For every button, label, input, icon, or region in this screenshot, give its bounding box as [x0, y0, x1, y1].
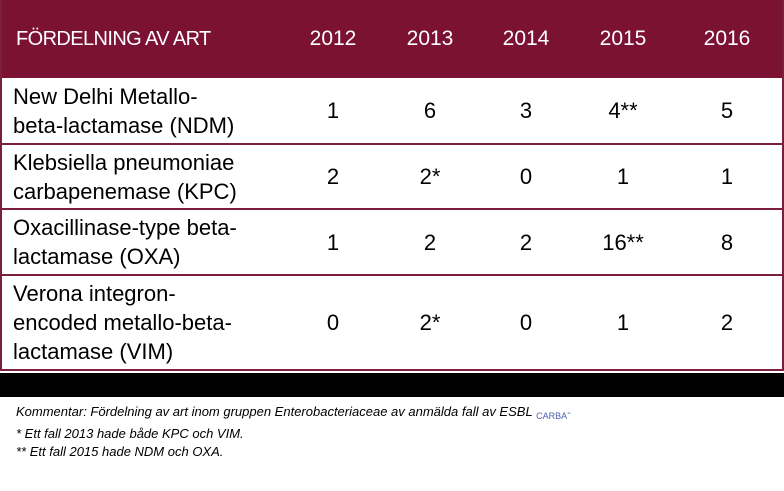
footnote-1: * Ett fall 2013 hade både KPC och VIM.: [16, 426, 244, 441]
row-label-line: New Delhi Metallo-: [13, 83, 198, 109]
cell-value: 2: [284, 144, 382, 210]
table-row: Klebsiella pneumoniae carbapenemase (KPC…: [2, 144, 782, 210]
comment-text: Kommentar: Fördelning av art inom gruppe…: [16, 404, 533, 419]
cell-value: 1: [574, 144, 672, 210]
header-species: FÖRDELNING AV ART: [16, 27, 211, 50]
row-label-line: encoded metallo-beta-: [13, 310, 232, 335]
row-label-line: Verona integron-: [13, 281, 176, 306]
cell-value: 3: [478, 78, 574, 145]
header-year-2013: 2013: [406, 27, 454, 50]
row-label-ndm: New Delhi Metallo- beta-lactamase (NDM): [2, 78, 284, 145]
comment-line: Kommentar: Fördelning av art inom gruppe…: [16, 403, 571, 425]
cell-value: 4**: [574, 78, 672, 145]
row-label-line: beta-lactamase (NDM): [13, 112, 235, 138]
black-divider-bar: [0, 373, 784, 397]
table-row: New Delhi Metallo- beta-lactamase (NDM) …: [2, 78, 782, 145]
distribution-table: FÖRDELNING AV ART 2012 2013 2014 2015 20…: [2, 0, 782, 371]
header-year-2014: 2014: [502, 27, 550, 50]
row-label-line: Klebsiella pneumoniae: [13, 149, 235, 175]
cell-value: 0: [478, 144, 574, 210]
cell-value: 2: [382, 209, 478, 276]
table-header-row: FÖRDELNING AV ART 2012 2013 2014 2015 20…: [2, 0, 782, 78]
cell-value: 2*: [382, 144, 478, 210]
row-label-kpc: Klebsiella pneumoniae carbapenemase (KPC…: [2, 144, 284, 210]
table-row: Verona integron- encoded metallo-beta- l…: [2, 275, 782, 371]
footnotes: Kommentar: Fördelning av art inom gruppe…: [16, 403, 571, 461]
cell-value: 1: [672, 144, 782, 210]
cell-value: 6: [382, 78, 478, 145]
row-label-line: lactamase (VIM): [13, 339, 174, 364]
comment-subscript: CARBA: [536, 411, 568, 421]
cell-value: 0: [478, 275, 574, 371]
footnote-2: ** Ett fall 2015 hade NDM och OXA.: [16, 444, 224, 459]
row-label-line: carbapenemase (KPC): [13, 178, 237, 204]
cell-value: 5: [672, 78, 782, 145]
cell-value: 1: [574, 275, 672, 371]
row-label-vim: Verona integron- encoded metallo-beta- l…: [2, 275, 284, 371]
header-year-2015: 2015: [599, 27, 647, 50]
cell-value: 1: [284, 209, 382, 276]
header-year-2016: 2016: [703, 27, 751, 50]
row-label-oxa: Oxacillinase-type beta- lactamase (OXA): [2, 209, 284, 276]
comment-tail: -: [567, 407, 571, 419]
cell-value: 0: [284, 275, 382, 371]
row-label-line: Oxacillinase-type beta-: [13, 215, 237, 240]
distribution-table-wrapper: FÖRDELNING AV ART 2012 2013 2014 2015 20…: [0, 0, 784, 371]
cell-value: 2*: [382, 275, 478, 371]
header-year-2012: 2012: [309, 27, 357, 50]
cell-value: 2: [672, 275, 782, 371]
cell-value: 1: [284, 78, 382, 145]
table-row: Oxacillinase-type beta- lactamase (OXA) …: [2, 209, 782, 276]
row-label-line: lactamase (OXA): [13, 244, 181, 269]
cell-value: 16**: [574, 209, 672, 276]
cell-value: 2: [478, 209, 574, 276]
cell-value: 8: [672, 209, 782, 276]
